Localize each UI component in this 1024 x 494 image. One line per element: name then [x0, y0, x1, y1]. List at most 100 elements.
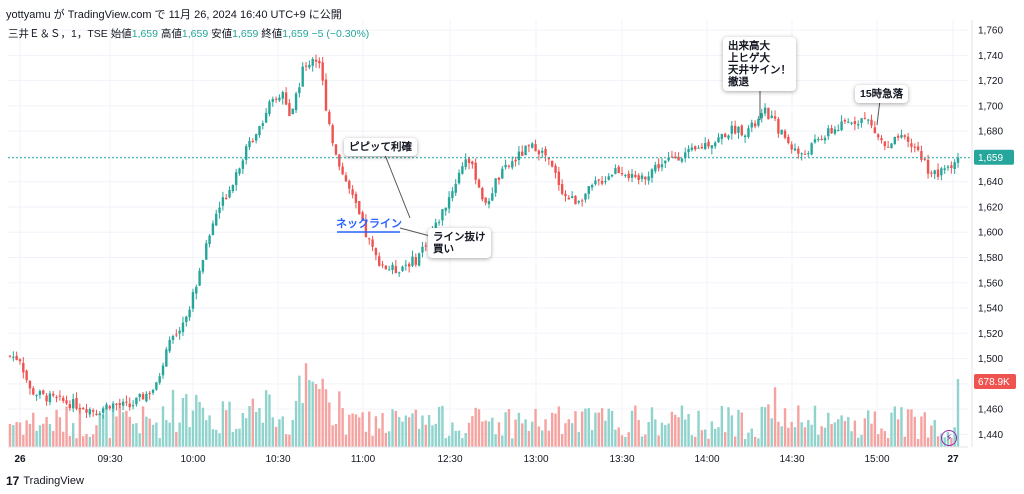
drop-15-callout[interactable]: 15時急落	[855, 85, 909, 103]
candle-body	[441, 209, 444, 221]
tradingview-brand[interactable]: 17 TradingView	[6, 474, 84, 488]
volume-bar	[371, 435, 374, 447]
candle-body	[890, 143, 893, 149]
volume-bar	[148, 418, 151, 447]
lightning-icon[interactable]: ⚡	[941, 430, 957, 446]
volume-bar	[670, 411, 674, 447]
volume-bar	[25, 420, 28, 447]
take-profit-callout[interactable]: ピピッて利確	[344, 138, 417, 156]
candle-body	[570, 196, 574, 198]
candle-body	[873, 127, 877, 134]
volume-bar	[15, 422, 18, 447]
candle-body	[288, 103, 291, 117]
y-tick-label: 1,540	[978, 304, 1003, 315]
candle-body	[91, 410, 95, 412]
volume-bar	[321, 378, 324, 447]
candle-body	[514, 159, 517, 162]
volume-bar	[81, 436, 85, 447]
candle-body	[491, 193, 494, 201]
candle-body	[670, 156, 674, 158]
candle-body	[264, 112, 268, 123]
volume-bar	[464, 432, 467, 447]
volume-bar	[314, 383, 318, 447]
take-profit-pointer	[384, 154, 411, 219]
volume-bar	[604, 420, 607, 447]
volume-bar	[863, 418, 867, 447]
volume-bar	[807, 420, 810, 447]
candle-body	[664, 160, 667, 164]
candle-body	[208, 235, 211, 244]
candle-body	[281, 92, 284, 99]
candle-body	[407, 263, 411, 267]
drop-15-pointer	[876, 99, 881, 126]
volume-bar	[803, 427, 807, 447]
candle-body	[637, 175, 640, 180]
candle-body	[437, 222, 441, 224]
candle-body	[18, 359, 22, 362]
candle-body	[773, 116, 777, 119]
volume-bar	[886, 438, 890, 447]
candle-body	[654, 164, 657, 172]
candle-body	[690, 147, 694, 150]
volume-bar	[228, 401, 231, 447]
volume-bar	[534, 408, 537, 447]
candle-body	[644, 176, 647, 180]
candle-body	[757, 118, 760, 126]
volume-bar	[195, 394, 198, 447]
volume-bar	[797, 405, 800, 447]
candle-body	[131, 405, 135, 407]
candle-body	[221, 197, 225, 206]
candle-body	[830, 127, 833, 134]
volume-bar	[524, 419, 527, 447]
candle-body	[141, 393, 145, 400]
candle-body	[128, 403, 131, 408]
candle-body	[667, 157, 670, 161]
volume-bar	[72, 423, 75, 447]
volume-bar	[903, 436, 906, 447]
volume-bar	[244, 418, 248, 447]
volume-bar	[481, 421, 484, 447]
breakout-callout[interactable]: ライン抜け 買い	[428, 228, 491, 258]
candle-body	[933, 170, 936, 175]
candle-body	[444, 207, 447, 211]
volume-bar	[704, 429, 707, 447]
volume-bar	[783, 408, 787, 447]
candle-body	[677, 156, 680, 161]
volume-bar	[364, 431, 368, 447]
candle-body	[354, 193, 358, 203]
volume-bar	[274, 426, 278, 447]
candle-body	[727, 135, 730, 139]
candle-body	[956, 157, 960, 163]
volume-bar	[424, 424, 427, 447]
candle-body	[843, 120, 847, 122]
volume-bar	[757, 438, 760, 447]
candle-body	[244, 146, 248, 160]
volume-bar	[18, 422, 22, 447]
candle-body	[58, 395, 62, 397]
volume-bar	[580, 411, 584, 447]
candle-body	[733, 125, 737, 134]
candle-body	[630, 173, 634, 178]
candle-body	[85, 409, 88, 413]
candle-body	[274, 98, 278, 100]
volume-bar	[710, 421, 714, 447]
volume-bar	[461, 438, 464, 447]
candle-body	[374, 248, 378, 256]
volume-bar	[65, 406, 68, 447]
close-label: 終値	[261, 28, 283, 40]
candle-body	[624, 175, 627, 177]
candle-body	[298, 87, 301, 94]
candle-body	[248, 140, 251, 148]
volume-bar	[155, 422, 158, 447]
volume-bar	[221, 401, 225, 447]
candle-body	[697, 147, 700, 149]
volume-bar	[298, 375, 301, 447]
volume-bar	[401, 421, 404, 447]
volume-bar	[853, 420, 857, 447]
top-sign-callout[interactable]: 出来高大 上ヒゲ大 天井サイン！ 撤退	[723, 37, 796, 91]
candle-body	[348, 180, 351, 189]
symbol-label: 三井Ｅ＆Ｓ，1，TSE	[8, 28, 108, 40]
volume-bar	[264, 390, 268, 447]
volume-bar	[111, 408, 115, 447]
